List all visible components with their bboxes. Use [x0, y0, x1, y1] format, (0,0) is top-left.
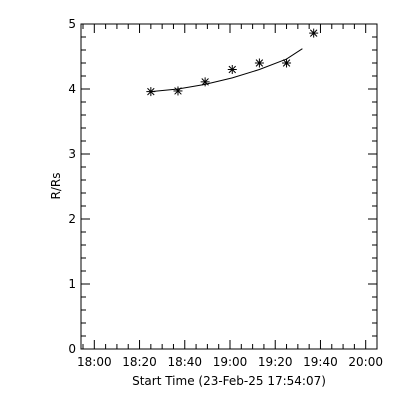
x-tick-label: 18:00 [77, 355, 112, 369]
x-tick-label: 19:40 [303, 355, 338, 369]
data-point-stroke [201, 78, 209, 86]
fit-layer [150, 48, 303, 93]
fit-curve [150, 48, 303, 93]
data-point-stroke [228, 65, 236, 74]
y-tick-label: 0 [68, 342, 76, 356]
data-point [227, 65, 237, 74]
y-tick-label: 3 [68, 147, 76, 161]
y-tick-label: 4 [68, 82, 76, 96]
x-tick-label: 18:40 [167, 355, 202, 369]
data-point [146, 87, 156, 97]
y-tick-label: 2 [68, 212, 76, 226]
x-tick-label: 18:20 [122, 355, 157, 369]
ticks-layer: 18:00 18:20 18:40 19:00 19:20 19:40 20:00 0 1 2 3 4… [68, 17, 383, 369]
y-tick-label: 5 [68, 17, 76, 31]
plot-frame [80, 23, 378, 350]
data-point-stroke [255, 59, 264, 67]
y-axis-label: R/Rs [49, 173, 63, 200]
data-point [282, 58, 292, 68]
points-layer [146, 28, 319, 97]
data-point-stroke [309, 29, 318, 37]
data-point-stroke [282, 59, 291, 67]
data-point [309, 28, 319, 38]
data-point [173, 86, 183, 96]
data-point-stroke [147, 87, 155, 96]
y-tick-label: 1 [68, 277, 76, 291]
x-tick-label: 19:00 [213, 355, 248, 369]
x-axis-label: Start Time (23-Feb-25 17:54:07) [132, 374, 326, 388]
data-point-stroke [174, 87, 182, 95]
x-tick-label: 19:20 [258, 355, 293, 369]
x-tick-label: 20:00 [348, 355, 383, 369]
data-point [200, 77, 210, 87]
data-point [254, 58, 264, 68]
